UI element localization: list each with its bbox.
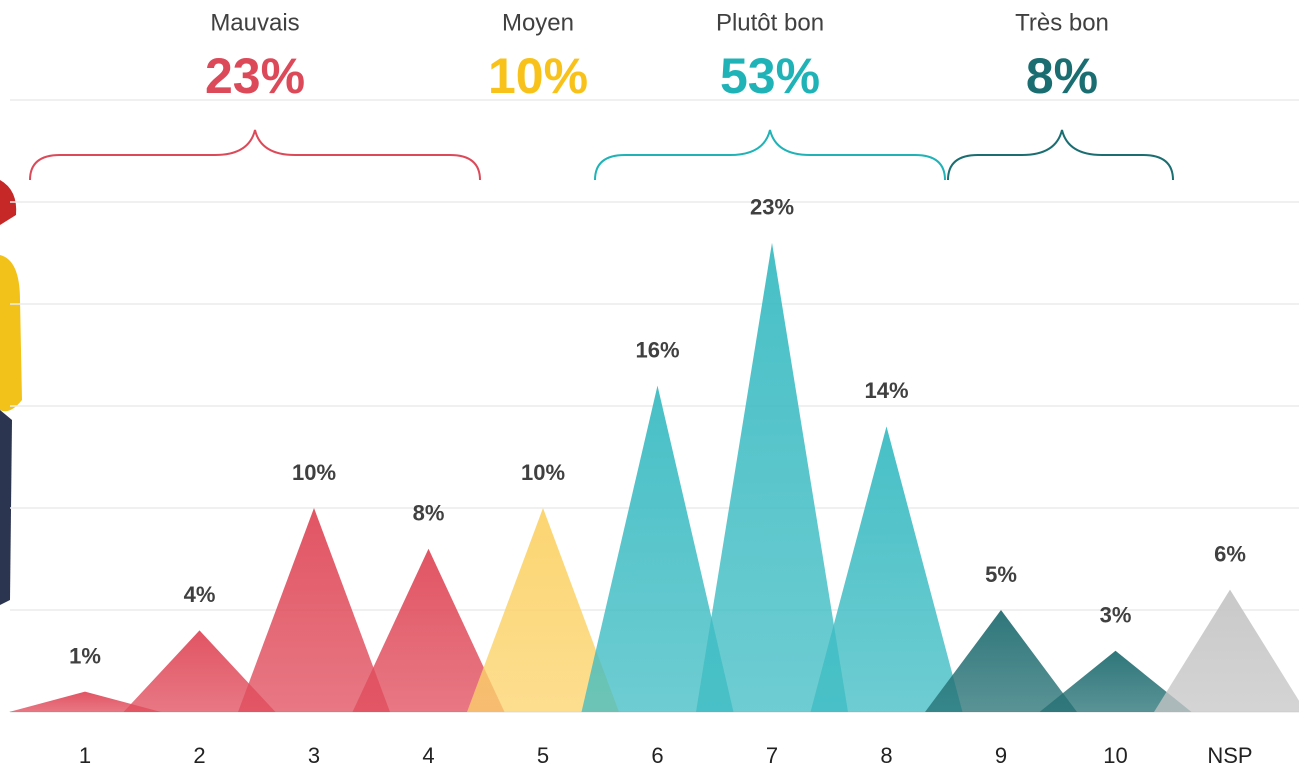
x-tick-label: 1 xyxy=(79,743,91,768)
value-label: 16% xyxy=(635,337,679,362)
brace xyxy=(948,130,1173,180)
value-label: 10% xyxy=(292,460,336,485)
value-label: 3% xyxy=(1100,603,1132,628)
triangle xyxy=(696,243,848,712)
value-label: 23% xyxy=(750,195,794,220)
group-value: 10% xyxy=(488,48,588,104)
x-tick-label: 4 xyxy=(422,743,434,768)
x-tick-label: 8 xyxy=(880,743,892,768)
page: 1%14%210%38%410%516%623%714%85%93%106%NS… xyxy=(0,0,1299,768)
triangle xyxy=(1154,590,1299,712)
x-tick-label: 9 xyxy=(995,743,1007,768)
group-value: 53% xyxy=(720,48,820,104)
x-tick-label: 2 xyxy=(193,743,205,768)
person-illustration xyxy=(0,180,22,605)
value-label: 1% xyxy=(69,643,101,668)
value-label: 5% xyxy=(985,562,1017,587)
chart: 1%14%210%38%410%516%623%714%85%93%106%NS… xyxy=(0,0,1299,768)
brace xyxy=(595,130,945,180)
value-label: 8% xyxy=(413,501,445,526)
x-tick-label: 7 xyxy=(766,743,778,768)
value-label: 4% xyxy=(184,582,216,607)
group-name: Très bon xyxy=(1015,9,1109,36)
x-tick-label: 10 xyxy=(1103,743,1127,768)
group-value: 8% xyxy=(1026,48,1098,104)
group-name: Plutôt bon xyxy=(716,9,824,36)
triangle xyxy=(811,426,963,712)
brace xyxy=(30,130,480,180)
group-name: Moyen xyxy=(502,9,574,36)
value-label: 6% xyxy=(1214,541,1246,566)
group-value: 23% xyxy=(205,48,305,104)
value-label: 14% xyxy=(864,378,908,403)
x-tick-label: NSP xyxy=(1207,743,1252,768)
value-label: 10% xyxy=(521,460,565,485)
x-tick-label: 5 xyxy=(537,743,549,768)
x-tick-label: 3 xyxy=(308,743,320,768)
x-tick-label: 6 xyxy=(651,743,663,768)
group-name: Mauvais xyxy=(210,9,299,36)
